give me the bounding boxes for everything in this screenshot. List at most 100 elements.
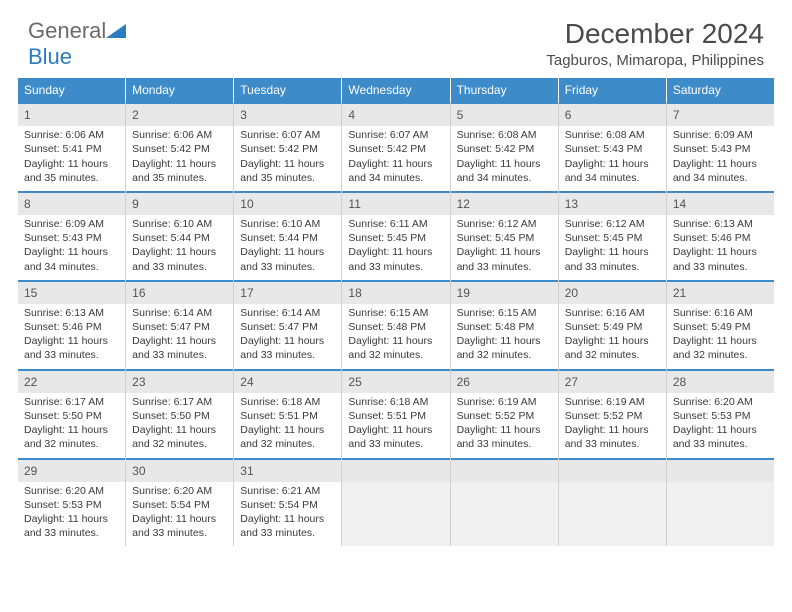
day-header-cell: Thursday <box>451 78 559 102</box>
sunrise-text: Sunrise: 6:06 AM <box>24 128 119 142</box>
sunrise-text: Sunrise: 6:13 AM <box>673 217 768 231</box>
calendar-cell: 21Sunrise: 6:16 AMSunset: 5:49 PMDayligh… <box>667 280 774 369</box>
sunrise-text: Sunrise: 6:11 AM <box>348 217 443 231</box>
week-row: 1Sunrise: 6:06 AMSunset: 5:41 PMDaylight… <box>18 102 774 191</box>
header: GeneralBlue December 2024 Tagburos, Mima… <box>0 0 792 78</box>
sunset-text: Sunset: 5:47 PM <box>240 320 335 334</box>
calendar-cell: 19Sunrise: 6:15 AMSunset: 5:48 PMDayligh… <box>451 280 559 369</box>
day-number: 19 <box>451 280 558 304</box>
calendar-cell: 31Sunrise: 6:21 AMSunset: 5:54 PMDayligh… <box>234 458 342 547</box>
cell-body: Sunrise: 6:12 AMSunset: 5:45 PMDaylight:… <box>451 215 558 280</box>
sunrise-text: Sunrise: 6:12 AM <box>565 217 660 231</box>
sunrise-text: Sunrise: 6:12 AM <box>457 217 552 231</box>
sunset-text: Sunset: 5:45 PM <box>565 231 660 245</box>
sunset-text: Sunset: 5:51 PM <box>348 409 443 423</box>
cell-body: Sunrise: 6:07 AMSunset: 5:42 PMDaylight:… <box>342 126 449 191</box>
week-row: 29Sunrise: 6:20 AMSunset: 5:53 PMDayligh… <box>18 458 774 547</box>
sunrise-text: Sunrise: 6:20 AM <box>673 395 768 409</box>
calendar-cell: 17Sunrise: 6:14 AMSunset: 5:47 PMDayligh… <box>234 280 342 369</box>
daylight-text: Daylight: 11 hours and 33 minutes. <box>24 512 119 540</box>
day-number: 11 <box>342 191 449 215</box>
day-number: 27 <box>559 369 666 393</box>
daylight-text: Daylight: 11 hours and 33 minutes. <box>673 423 768 451</box>
daylight-text: Daylight: 11 hours and 32 minutes. <box>132 423 227 451</box>
cell-body: Sunrise: 6:09 AMSunset: 5:43 PMDaylight:… <box>667 126 774 191</box>
cell-body: Sunrise: 6:15 AMSunset: 5:48 PMDaylight:… <box>342 304 449 369</box>
day-number: 2 <box>126 102 233 126</box>
sunrise-text: Sunrise: 6:08 AM <box>457 128 552 142</box>
day-number: 23 <box>126 369 233 393</box>
cell-body: Sunrise: 6:17 AMSunset: 5:50 PMDaylight:… <box>126 393 233 458</box>
logo-word2: Blue <box>28 44 72 69</box>
cell-body: Sunrise: 6:10 AMSunset: 5:44 PMDaylight:… <box>234 215 341 280</box>
daylight-text: Daylight: 11 hours and 33 minutes. <box>240 512 335 540</box>
daylight-text: Daylight: 11 hours and 32 minutes. <box>565 334 660 362</box>
daylight-text: Daylight: 11 hours and 33 minutes. <box>673 245 768 273</box>
sunset-text: Sunset: 5:48 PM <box>457 320 552 334</box>
cell-body: Sunrise: 6:20 AMSunset: 5:54 PMDaylight:… <box>126 482 233 547</box>
sunrise-text: Sunrise: 6:09 AM <box>24 217 119 231</box>
daylight-text: Daylight: 11 hours and 35 minutes. <box>24 157 119 185</box>
sunrise-text: Sunrise: 6:14 AM <box>132 306 227 320</box>
day-number-empty <box>342 458 449 482</box>
day-number: 6 <box>559 102 666 126</box>
day-number: 22 <box>18 369 125 393</box>
sunrise-text: Sunrise: 6:19 AM <box>457 395 552 409</box>
sunrise-text: Sunrise: 6:20 AM <box>132 484 227 498</box>
week-row: 15Sunrise: 6:13 AMSunset: 5:46 PMDayligh… <box>18 280 774 369</box>
cell-body: Sunrise: 6:14 AMSunset: 5:47 PMDaylight:… <box>126 304 233 369</box>
cell-body: Sunrise: 6:06 AMSunset: 5:42 PMDaylight:… <box>126 126 233 191</box>
calendar-cell <box>559 458 667 547</box>
daylight-text: Daylight: 11 hours and 33 minutes. <box>565 423 660 451</box>
sunset-text: Sunset: 5:42 PM <box>132 142 227 156</box>
day-number: 25 <box>342 369 449 393</box>
day-number: 7 <box>667 102 774 126</box>
sunrise-text: Sunrise: 6:18 AM <box>240 395 335 409</box>
day-number: 28 <box>667 369 774 393</box>
cell-body: Sunrise: 6:16 AMSunset: 5:49 PMDaylight:… <box>559 304 666 369</box>
sunset-text: Sunset: 5:44 PM <box>132 231 227 245</box>
day-number: 12 <box>451 191 558 215</box>
cell-body: Sunrise: 6:19 AMSunset: 5:52 PMDaylight:… <box>451 393 558 458</box>
sunset-text: Sunset: 5:50 PM <box>24 409 119 423</box>
cell-body: Sunrise: 6:14 AMSunset: 5:47 PMDaylight:… <box>234 304 341 369</box>
day-number: 30 <box>126 458 233 482</box>
calendar-cell: 30Sunrise: 6:20 AMSunset: 5:54 PMDayligh… <box>126 458 234 547</box>
sunrise-text: Sunrise: 6:16 AM <box>673 306 768 320</box>
sunset-text: Sunset: 5:45 PM <box>348 231 443 245</box>
day-number-empty <box>559 458 666 482</box>
day-number: 15 <box>18 280 125 304</box>
sunset-text: Sunset: 5:50 PM <box>132 409 227 423</box>
daylight-text: Daylight: 11 hours and 32 minutes. <box>348 334 443 362</box>
daylight-text: Daylight: 11 hours and 34 minutes. <box>457 157 552 185</box>
daylight-text: Daylight: 11 hours and 34 minutes. <box>24 245 119 273</box>
cell-body: Sunrise: 6:07 AMSunset: 5:42 PMDaylight:… <box>234 126 341 191</box>
sunset-text: Sunset: 5:48 PM <box>348 320 443 334</box>
sunrise-text: Sunrise: 6:14 AM <box>240 306 335 320</box>
daylight-text: Daylight: 11 hours and 33 minutes. <box>24 334 119 362</box>
day-number: 26 <box>451 369 558 393</box>
day-number: 17 <box>234 280 341 304</box>
sunset-text: Sunset: 5:46 PM <box>673 231 768 245</box>
day-number: 21 <box>667 280 774 304</box>
cell-body: Sunrise: 6:08 AMSunset: 5:43 PMDaylight:… <box>559 126 666 191</box>
calendar-cell: 13Sunrise: 6:12 AMSunset: 5:45 PMDayligh… <box>559 191 667 280</box>
sunset-text: Sunset: 5:46 PM <box>24 320 119 334</box>
day-header-cell: Sunday <box>18 78 126 102</box>
cell-body: Sunrise: 6:21 AMSunset: 5:54 PMDaylight:… <box>234 482 341 547</box>
day-number: 5 <box>451 102 558 126</box>
cell-body: Sunrise: 6:13 AMSunset: 5:46 PMDaylight:… <box>18 304 125 369</box>
daylight-text: Daylight: 11 hours and 35 minutes. <box>240 157 335 185</box>
day-header-cell: Friday <box>559 78 667 102</box>
daylight-text: Daylight: 11 hours and 33 minutes. <box>565 245 660 273</box>
calendar-cell: 16Sunrise: 6:14 AMSunset: 5:47 PMDayligh… <box>126 280 234 369</box>
calendar-cell: 29Sunrise: 6:20 AMSunset: 5:53 PMDayligh… <box>18 458 126 547</box>
cell-body: Sunrise: 6:16 AMSunset: 5:49 PMDaylight:… <box>667 304 774 369</box>
sunset-text: Sunset: 5:43 PM <box>673 142 768 156</box>
day-header-cell: Tuesday <box>234 78 342 102</box>
calendar-cell: 4Sunrise: 6:07 AMSunset: 5:42 PMDaylight… <box>342 102 450 191</box>
daylight-text: Daylight: 11 hours and 33 minutes. <box>457 423 552 451</box>
day-number: 1 <box>18 102 125 126</box>
day-number: 16 <box>126 280 233 304</box>
logo-triangle-icon <box>106 18 126 44</box>
